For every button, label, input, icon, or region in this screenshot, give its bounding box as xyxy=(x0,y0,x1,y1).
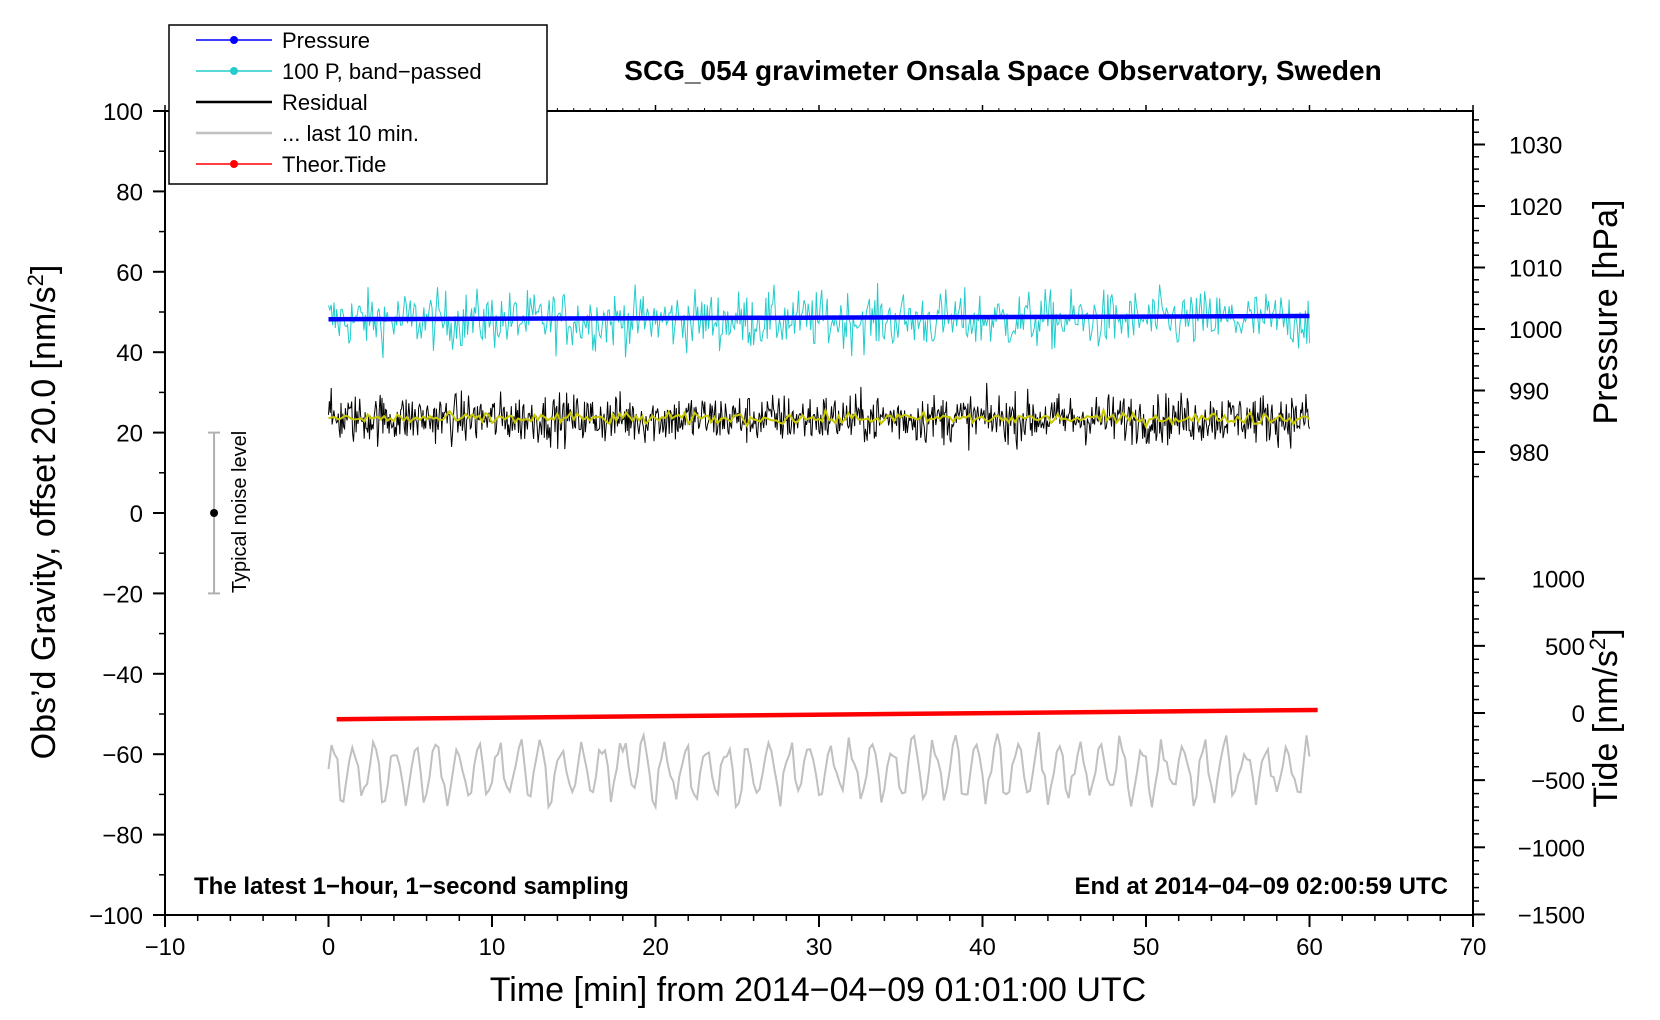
axes: −10 0 10 20 30 40 50 60 70−100−80−60−40−20020406… xyxy=(89,99,1585,961)
series-residual xyxy=(328,382,1310,451)
x-tick-label: −10 xyxy=(145,934,186,961)
x-tick-label: 10 xyxy=(479,934,506,961)
legend-label: Theor.Tide xyxy=(282,152,386,177)
y-tick-label: −100 xyxy=(89,903,143,930)
y-axis-title-pressure: Pressure [hPa] xyxy=(1587,200,1625,425)
noise-bar-dot xyxy=(210,509,219,517)
tide-tick-label: 1000 xyxy=(1532,567,1585,594)
annotation-sampling: The latest 1−hour, 1−second sampling xyxy=(194,873,629,900)
legend-label: Pressure xyxy=(282,28,370,53)
y-tick-label: −80 xyxy=(102,823,143,850)
noise-bar-label: Typical noise level xyxy=(229,431,251,593)
x-tick-label: 60 xyxy=(1296,934,1323,961)
y-axis-title-gravity-main: Obs’d Gravity, offset 20.0 [nm/s xyxy=(25,286,63,759)
legend-marker xyxy=(230,67,238,75)
pressure-tick-label: 980 xyxy=(1509,440,1549,467)
legend-label: ... last 10 min. xyxy=(282,121,419,146)
y-tick-label: −20 xyxy=(102,581,143,608)
legend-label: 100 P, band−passed xyxy=(282,59,482,84)
legend-marker xyxy=(230,36,238,44)
series-residual-smoothed xyxy=(328,406,1311,430)
noise-bar: Typical noise level xyxy=(208,431,251,595)
series-bandpassed-pressure xyxy=(328,282,1310,359)
y-axis-title-tide: Tide [nm/s2] xyxy=(1585,628,1625,807)
x-tick-label: 40 xyxy=(969,934,996,961)
legend-box xyxy=(168,24,548,185)
y-axis-title-tide-main: Tide [nm/s xyxy=(1587,650,1625,807)
pressure-tick-label: 990 xyxy=(1509,379,1549,406)
y-axis-title-tide-sup: 2 xyxy=(1585,638,1610,650)
pressure-tick-label: 1010 xyxy=(1509,256,1562,283)
y-axis-title-gravity-sup: 2 xyxy=(23,274,48,286)
y-tick-label: 80 xyxy=(116,179,143,206)
series-theoretical-tide xyxy=(336,707,1318,722)
series-last-10-min xyxy=(327,731,1311,811)
x-tick-label: 70 xyxy=(1460,934,1487,961)
y-tick-label: −60 xyxy=(102,742,143,769)
data-traces xyxy=(327,282,1318,811)
y-axis-title-tide-close: ] xyxy=(1587,628,1625,637)
y-tick-label: 40 xyxy=(116,340,143,367)
x-axis-title: Time [min] from 2014−04−09 01:01:00 UTC xyxy=(490,971,1146,1009)
x-tick-label: 30 xyxy=(806,934,833,961)
annotation-end-time: End at 2014−04−09 02:00:59 UTC xyxy=(1074,873,1448,900)
tide-tick-label: −1000 xyxy=(1518,835,1585,862)
legend: Pressure 100 P, band−passed Residual ... la… xyxy=(168,24,548,185)
x-tick-label: 20 xyxy=(642,934,669,961)
chart-title: SCG_054 gravimeter Onsala Space Observat… xyxy=(624,55,1381,86)
tide-tick-label: −1500 xyxy=(1518,902,1585,929)
y-tick-label: −40 xyxy=(102,662,143,689)
y-tick-label: 100 xyxy=(103,99,143,126)
tide-tick-label: 500 xyxy=(1545,634,1585,661)
y-tick-label: 20 xyxy=(116,421,143,448)
x-tick-label: 0 xyxy=(322,934,335,961)
pressure-tick-label: 1020 xyxy=(1509,194,1562,221)
y-axis-title-gravity-close: ] xyxy=(25,265,63,274)
legend-marker xyxy=(230,160,238,168)
y-tick-label: 60 xyxy=(116,260,143,287)
x-tick-label: 50 xyxy=(1133,934,1160,961)
series-pressure xyxy=(328,313,1310,322)
pressure-tick-label: 1000 xyxy=(1509,317,1562,344)
legend-label: Residual xyxy=(282,90,368,115)
y-tick-label: 0 xyxy=(130,501,143,528)
tide-tick-label: 0 xyxy=(1572,701,1585,728)
tide-tick-label: −500 xyxy=(1531,768,1585,795)
y-axis-title-gravity: Obs’d Gravity, offset 20.0 [nm/s2] xyxy=(23,265,63,760)
pressure-tick-label: 1030 xyxy=(1509,133,1562,160)
